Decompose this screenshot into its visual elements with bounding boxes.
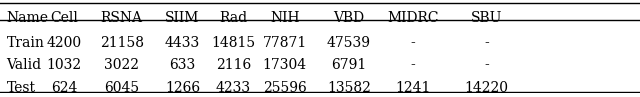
Text: Test: Test	[6, 81, 35, 95]
Text: SIIM: SIIM	[165, 11, 200, 25]
Text: 14220: 14220	[465, 81, 508, 95]
Text: -: -	[484, 36, 489, 50]
Text: NIH: NIH	[270, 11, 300, 25]
Text: Train: Train	[6, 36, 44, 50]
Text: 3022: 3022	[104, 58, 139, 72]
Text: SBU: SBU	[470, 11, 502, 25]
Text: 4200: 4200	[47, 36, 81, 50]
Text: 2116: 2116	[216, 58, 252, 72]
Text: MIDRC: MIDRC	[387, 11, 438, 25]
Text: 14815: 14815	[212, 36, 255, 50]
Text: Cell: Cell	[50, 11, 78, 25]
Text: 6045: 6045	[104, 81, 139, 95]
Text: -: -	[410, 58, 415, 72]
Text: 6791: 6791	[331, 58, 367, 72]
Text: 4433: 4433	[164, 36, 200, 50]
Text: 633: 633	[169, 58, 196, 72]
Text: Name: Name	[6, 11, 49, 25]
Text: 1266: 1266	[165, 81, 200, 95]
Text: RSNA: RSNA	[100, 11, 143, 25]
Text: 13582: 13582	[327, 81, 371, 95]
Text: 77871: 77871	[262, 36, 307, 50]
Text: -: -	[410, 36, 415, 50]
Text: 1032: 1032	[47, 58, 81, 72]
Text: 21158: 21158	[100, 36, 143, 50]
Text: 4233: 4233	[216, 81, 251, 95]
Text: 25596: 25596	[263, 81, 307, 95]
Text: Valid: Valid	[6, 58, 42, 72]
Text: 17304: 17304	[263, 58, 307, 72]
Text: VBD: VBD	[333, 11, 364, 25]
Text: -: -	[484, 58, 489, 72]
Text: Rad: Rad	[220, 11, 248, 25]
Text: 624: 624	[51, 81, 77, 95]
Text: 1241: 1241	[395, 81, 431, 95]
Text: 47539: 47539	[327, 36, 371, 50]
